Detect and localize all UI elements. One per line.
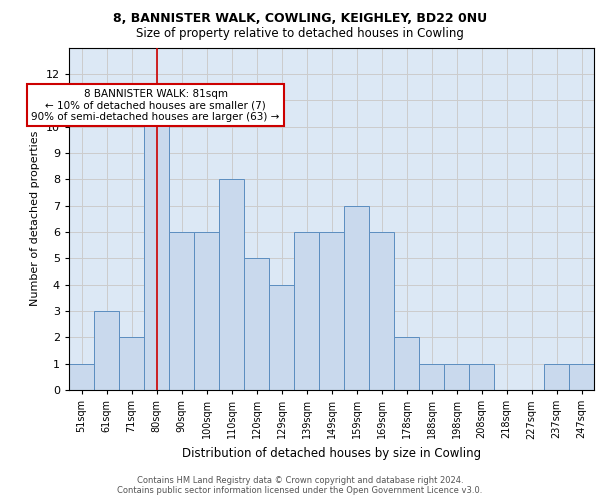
Text: Contains HM Land Registry data © Crown copyright and database right 2024.
Contai: Contains HM Land Registry data © Crown c… bbox=[118, 476, 482, 495]
Bar bbox=[369, 232, 394, 390]
Bar bbox=[394, 338, 419, 390]
X-axis label: Distribution of detached houses by size in Cowling: Distribution of detached houses by size … bbox=[182, 447, 481, 460]
Bar bbox=[219, 179, 244, 390]
Bar bbox=[469, 364, 494, 390]
Bar bbox=[444, 364, 469, 390]
Y-axis label: Number of detached properties: Number of detached properties bbox=[30, 131, 40, 306]
Bar bbox=[94, 311, 119, 390]
Text: 8, BANNISTER WALK, COWLING, KEIGHLEY, BD22 0NU: 8, BANNISTER WALK, COWLING, KEIGHLEY, BD… bbox=[113, 12, 487, 26]
Text: 8 BANNISTER WALK: 81sqm
← 10% of detached houses are smaller (7)
90% of semi-det: 8 BANNISTER WALK: 81sqm ← 10% of detache… bbox=[31, 88, 280, 122]
Text: Size of property relative to detached houses in Cowling: Size of property relative to detached ho… bbox=[136, 28, 464, 40]
Bar bbox=[319, 232, 344, 390]
Bar bbox=[119, 338, 144, 390]
Bar bbox=[419, 364, 444, 390]
Bar bbox=[569, 364, 594, 390]
Bar bbox=[344, 206, 369, 390]
Bar bbox=[269, 284, 294, 390]
Bar bbox=[69, 364, 94, 390]
Bar bbox=[294, 232, 319, 390]
Bar bbox=[169, 232, 194, 390]
Bar bbox=[194, 232, 219, 390]
Bar bbox=[144, 100, 169, 390]
Bar bbox=[244, 258, 269, 390]
Bar bbox=[544, 364, 569, 390]
